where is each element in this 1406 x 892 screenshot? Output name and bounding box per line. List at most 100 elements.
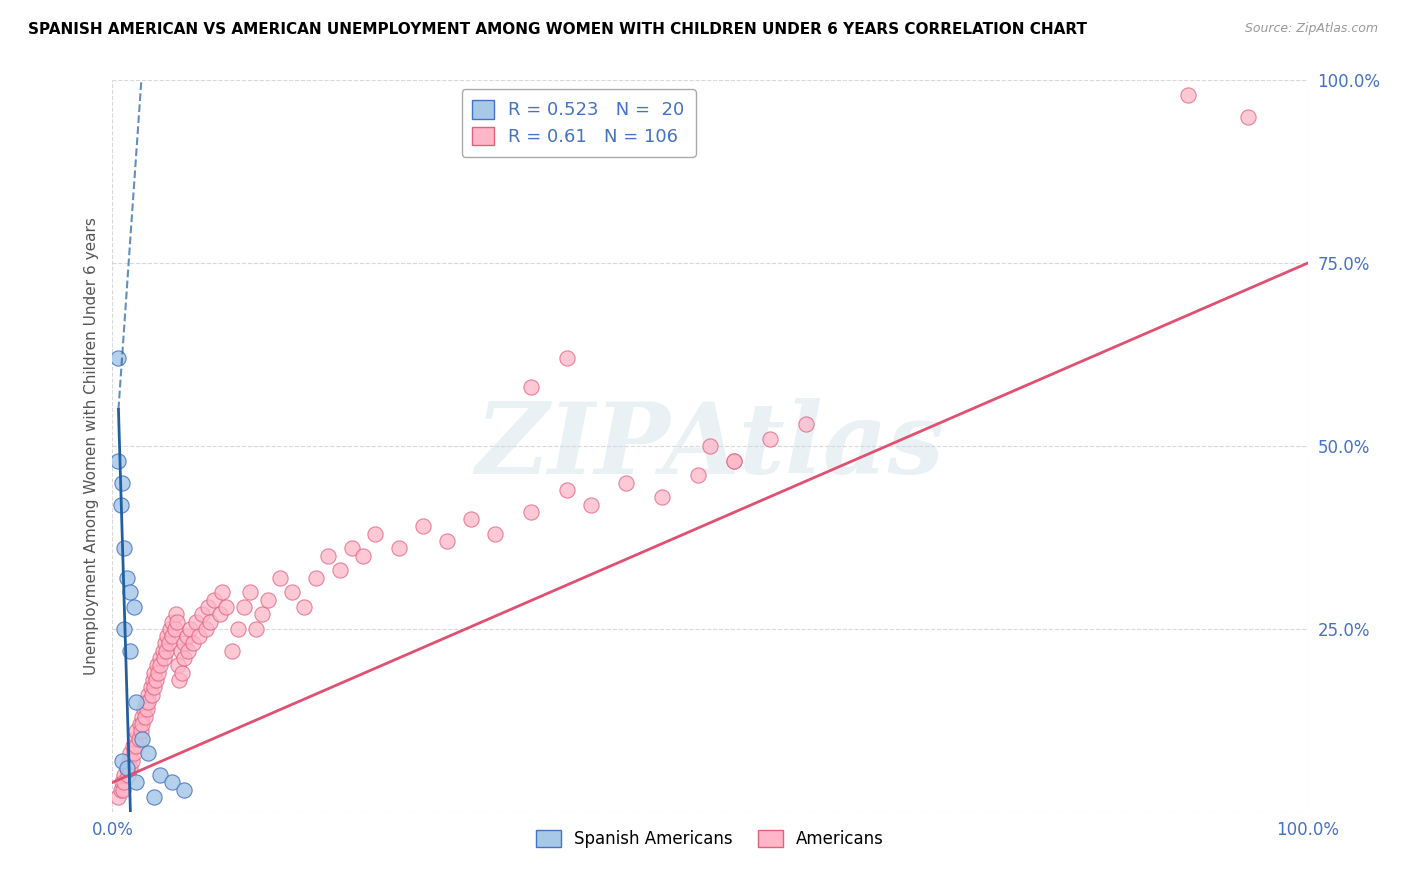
Point [107, 351, 129, 366]
Point [111, 775, 134, 789]
Point [107, 790, 129, 805]
Point [209, 607, 232, 622]
Point [129, 724, 152, 739]
Point [759, 432, 782, 446]
Point [142, 673, 165, 687]
Point [115, 761, 138, 775]
Point [194, 622, 217, 636]
Point [114, 541, 135, 556]
Point [200, 615, 222, 629]
Point [153, 636, 176, 650]
Point [316, 549, 339, 563]
Point [176, 629, 198, 643]
Point [129, 717, 152, 731]
Point [197, 599, 219, 614]
Point [166, 615, 188, 629]
Point [1177, 87, 1199, 102]
Point [186, 615, 208, 629]
Point [211, 585, 233, 599]
Legend: Spanish Americans, Americans: Spanish Americans, Americans [529, 823, 891, 855]
Point [120, 761, 142, 775]
Point [117, 768, 139, 782]
Point [699, 439, 721, 453]
Point [138, 746, 160, 760]
Point [520, 505, 543, 519]
Point [131, 717, 153, 731]
Point [239, 585, 262, 599]
Point [111, 475, 134, 490]
Point [167, 658, 190, 673]
Point [132, 702, 155, 716]
Point [125, 775, 148, 789]
Point [329, 563, 352, 577]
Point [136, 702, 159, 716]
Point [141, 688, 163, 702]
Point [177, 644, 200, 658]
Point [579, 498, 602, 512]
Point [155, 644, 177, 658]
Point [215, 599, 238, 614]
Point [159, 622, 181, 636]
Point [156, 629, 179, 643]
Point [118, 754, 141, 768]
Point [131, 709, 153, 723]
Point [112, 782, 135, 797]
Point [352, 549, 374, 563]
Point [173, 782, 195, 797]
Point [139, 681, 162, 695]
Point [120, 644, 142, 658]
Point [555, 351, 578, 366]
Point [134, 709, 156, 723]
Point [163, 622, 186, 636]
Point [121, 754, 143, 768]
Point [149, 658, 172, 673]
Point [153, 651, 176, 665]
Point [162, 775, 183, 789]
Point [145, 673, 167, 687]
Point [125, 695, 148, 709]
Point [135, 695, 157, 709]
Point [128, 731, 150, 746]
Point [187, 629, 209, 643]
Point [143, 681, 166, 695]
Point [111, 754, 134, 768]
Point [124, 731, 146, 746]
Point [245, 622, 267, 636]
Point [120, 585, 142, 599]
Point [131, 731, 153, 746]
Point [107, 453, 129, 467]
Point [269, 571, 291, 585]
Point [143, 665, 166, 680]
Point [152, 644, 174, 658]
Point [145, 658, 167, 673]
Point [146, 665, 169, 680]
Point [170, 665, 193, 680]
Point [651, 490, 673, 504]
Point [173, 636, 195, 650]
Point [723, 453, 745, 467]
Y-axis label: Unemployment Among Women with Children Under 6 years: Unemployment Among Women with Children U… [83, 217, 98, 675]
Text: ZIPAtlas: ZIPAtlas [475, 398, 945, 494]
Point [555, 483, 578, 497]
Point [125, 724, 148, 739]
Point [1237, 110, 1260, 124]
Point [292, 599, 315, 614]
Point [388, 541, 411, 556]
Point [226, 622, 249, 636]
Point [122, 599, 145, 614]
Point [110, 782, 132, 797]
Point [149, 651, 172, 665]
Point [173, 651, 195, 665]
Point [520, 380, 543, 394]
Point [162, 629, 183, 643]
Point [115, 761, 138, 775]
Point [114, 622, 135, 636]
Point [162, 615, 183, 629]
Point [125, 739, 148, 753]
Point [305, 571, 328, 585]
Point [340, 541, 363, 556]
Point [723, 453, 745, 467]
Point [138, 695, 160, 709]
Point [688, 468, 710, 483]
Point [122, 746, 145, 760]
